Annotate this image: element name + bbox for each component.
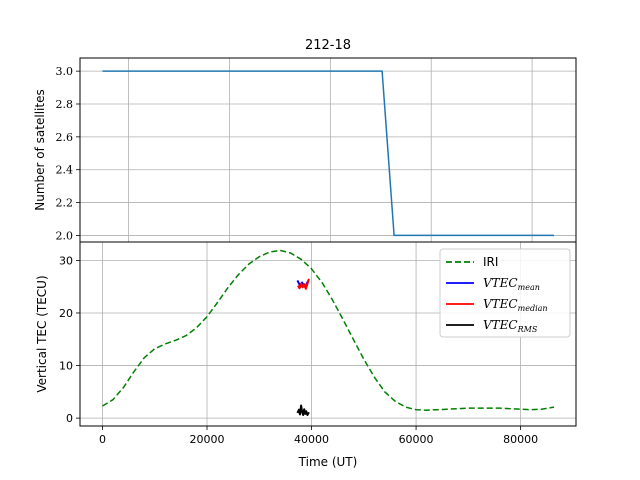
top-series (102, 70, 554, 237)
legend-entry-iri: IRI (446, 255, 498, 269)
bottom-grid (80, 242, 576, 426)
panel-bottom: 0 10 20 30 0 20000 40000 60000 80000 Vertical T… (35, 241, 577, 469)
chart-title: 212-18 (305, 38, 351, 53)
legend-label: VTECmean (483, 276, 540, 292)
top-y-tick-label: 3.0 (56, 65, 74, 78)
legend-label: IRI (483, 255, 498, 269)
legend: IRI VTECmean VTECmedian VTECRMS (439, 248, 571, 338)
top-y-axis-label: Number of satellites (33, 89, 47, 210)
top-y-tick-label: 2.0 (56, 229, 74, 242)
legend-entry-vtec-median: VTECmedian (446, 297, 548, 313)
x-axis-label: Time (UT) (298, 455, 358, 469)
bottom-y-axis-label: Vertical TEC (TECU) (35, 275, 49, 392)
x-tick-label: 20000 (190, 433, 225, 446)
top-grid (80, 58, 576, 242)
top-y-ticks: 2.0 2.2 2.4 2.6 2.8 3.0 (56, 65, 80, 242)
legend-entry-vtec-mean: VTECmean (446, 276, 540, 292)
satellite-count-line (102, 70, 554, 237)
bottom-y-tick-label: 20 (59, 307, 73, 320)
vtec-rms-line (296, 404, 310, 416)
top-y-tick-label: 2.6 (56, 131, 74, 144)
bottom-series (102, 249, 555, 416)
x-tick-label: 0 (99, 433, 106, 446)
top-y-tick-label: 2.4 (56, 164, 74, 177)
bottom-plot-frame (79, 241, 577, 427)
top-y-tick-label: 2.8 (56, 98, 74, 111)
vtec-median-line (297, 278, 310, 290)
bottom-y-tick-label: 10 (59, 360, 73, 373)
top-y-tick-label: 2.2 (56, 197, 74, 210)
x-tick-label: 40000 (294, 433, 329, 446)
legend-label: VTECRMS (483, 318, 538, 334)
x-tick-label: 60000 (399, 433, 434, 446)
legend-box (439, 248, 571, 338)
bottom-y-tick-label: 0 (66, 412, 73, 425)
iri-line (102, 249, 555, 411)
x-tick-label: 80000 (503, 433, 538, 446)
bottom-y-ticks: 0 10 20 30 (59, 254, 80, 425)
legend-label: VTECmedian (483, 297, 548, 313)
bottom-y-tick-label: 30 (59, 254, 73, 267)
bottom-x-ticks: 0 20000 40000 60000 80000 (99, 426, 538, 446)
legend-entry-vtec-rms: VTECRMS (446, 318, 538, 334)
panel-top: 212-18 2.0 2.2 2.4 2.6 2.8 3.0 Number of sate… (33, 38, 577, 243)
